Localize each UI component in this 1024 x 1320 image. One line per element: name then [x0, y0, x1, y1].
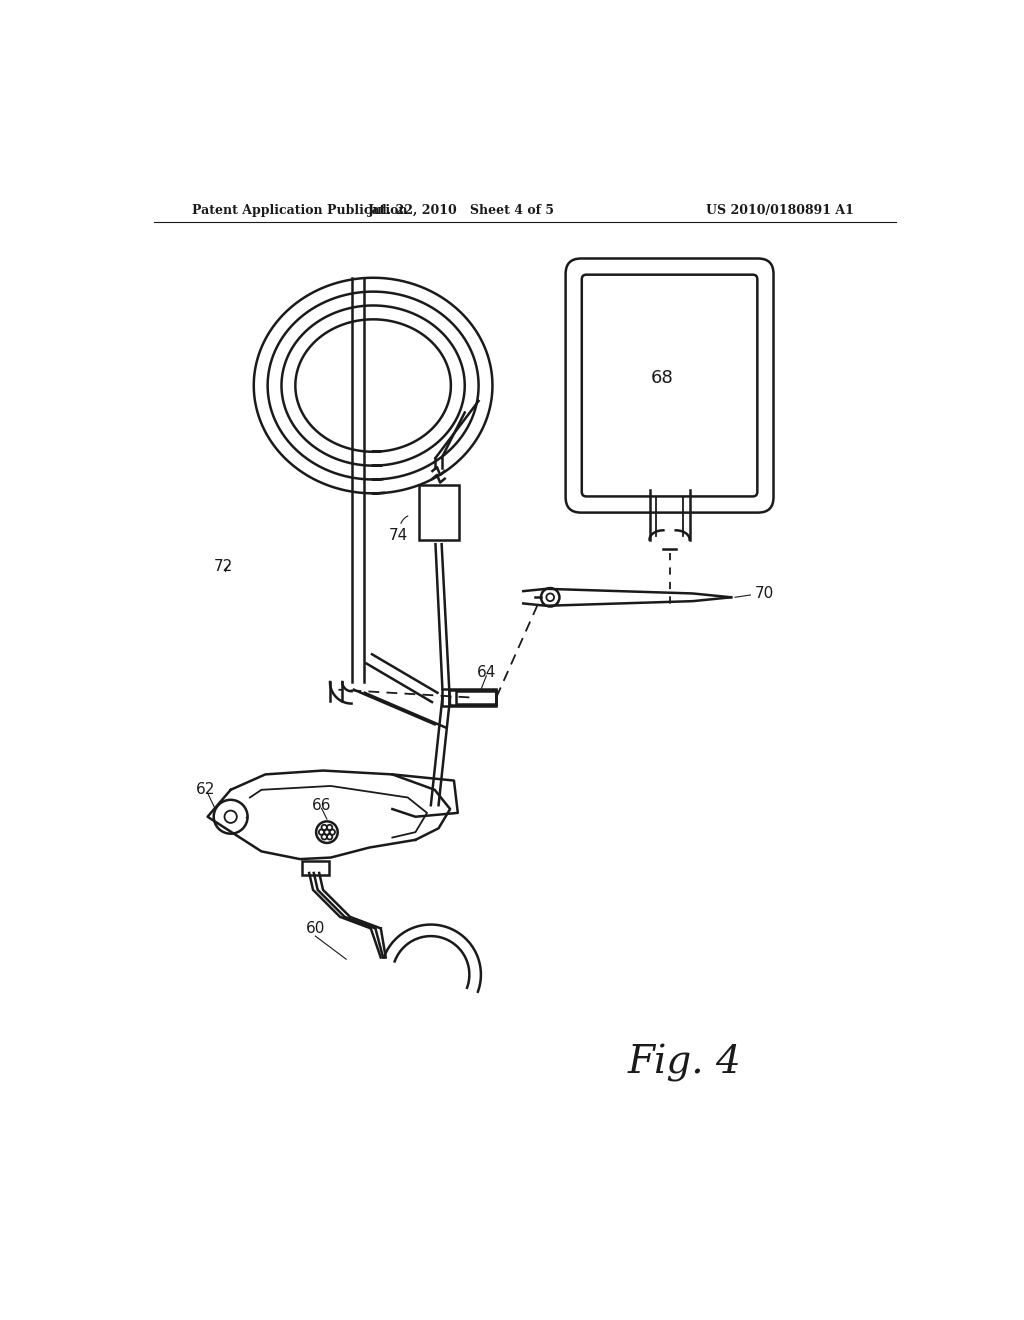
Bar: [457, 690, 497, 704]
Text: 62: 62: [196, 783, 215, 797]
Bar: [301, 861, 330, 874]
Text: US 2010/0180891 A1: US 2010/0180891 A1: [707, 205, 854, 218]
Text: 72: 72: [213, 558, 232, 574]
Text: 64: 64: [477, 665, 497, 680]
Text: 66: 66: [311, 797, 331, 813]
Text: Fig. 4: Fig. 4: [628, 1044, 741, 1082]
Text: 70: 70: [755, 586, 773, 601]
Bar: [442, 689, 497, 706]
Text: 74: 74: [389, 528, 409, 544]
Bar: [449, 690, 497, 705]
Text: 68: 68: [650, 368, 673, 387]
Text: Patent Application Publication: Patent Application Publication: [193, 205, 408, 218]
Text: Jul. 22, 2010   Sheet 4 of 5: Jul. 22, 2010 Sheet 4 of 5: [369, 205, 555, 218]
Bar: [419, 484, 459, 540]
Text: 60: 60: [306, 921, 325, 936]
